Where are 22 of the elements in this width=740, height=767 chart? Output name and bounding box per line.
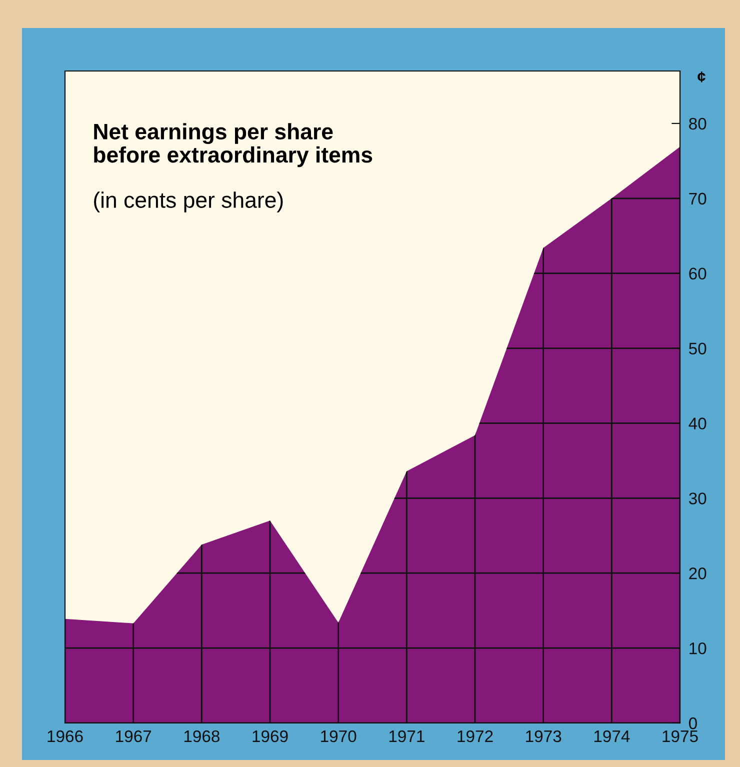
y-tick-label: 10 bbox=[690, 642, 706, 654]
x-tick-label: 1970 bbox=[321, 730, 356, 742]
x-tick-label: 1971 bbox=[389, 730, 424, 742]
x-tick-label: 1966 bbox=[48, 730, 83, 742]
y-tick-label: 80 bbox=[689, 118, 706, 130]
y-tick-label: 70 bbox=[689, 192, 706, 205]
y-tick-label: 0 bbox=[688, 717, 697, 730]
x-tick-label: 1967 bbox=[116, 730, 152, 742]
y-tick-label: 60 bbox=[689, 268, 706, 280]
x-tick-label: 1969 bbox=[252, 730, 288, 742]
y-tick-label: 50 bbox=[689, 342, 706, 354]
y-tick-label: 40 bbox=[688, 418, 706, 430]
x-tick-label: 1973 bbox=[526, 730, 562, 742]
y-axis-title: ¢ bbox=[698, 72, 706, 82]
x-tick-label: 1968 bbox=[184, 730, 220, 742]
x-tick-label: 1972 bbox=[458, 730, 493, 742]
y-tick-label: 20 bbox=[689, 568, 706, 580]
x-tick-label: 1975 bbox=[662, 730, 698, 742]
text: Net earnings per share before extraordinary items bbox=[94, 123, 372, 168]
y-tick-label: 30 bbox=[688, 492, 706, 504]
text: (in cents per share) bbox=[94, 192, 283, 212]
x-tick-label: 1974 bbox=[594, 730, 630, 742]
